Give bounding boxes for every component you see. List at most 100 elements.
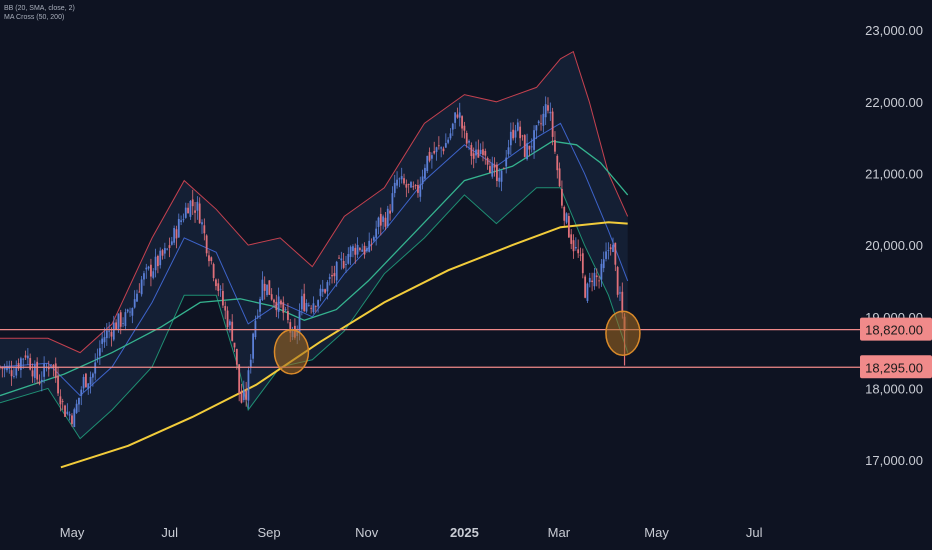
candle-body	[145, 267, 148, 270]
candle-body	[428, 151, 431, 161]
candle-body	[277, 296, 280, 312]
candle-body	[331, 275, 333, 277]
x-tick-label: Sep	[257, 525, 280, 540]
highlight-circle	[273, 329, 310, 375]
candle-body	[588, 277, 591, 283]
candle-body	[475, 149, 477, 156]
candle-body	[187, 207, 189, 214]
candle-body	[150, 264, 152, 277]
candle-body	[451, 123, 454, 130]
candle-body	[105, 330, 108, 339]
candle-body	[600, 263, 603, 280]
candle-body	[222, 291, 224, 306]
candle-body	[493, 164, 496, 168]
candle-body	[112, 322, 115, 340]
y-tick-label: 18,000.00	[865, 381, 923, 396]
candle-body	[307, 305, 310, 306]
x-tick-label: Nov	[355, 525, 379, 540]
candle-body	[609, 247, 612, 250]
candle-body	[136, 293, 138, 302]
candle-body	[163, 248, 166, 254]
candle-body	[110, 331, 113, 337]
legend-bb[interactable]: BB (20, SMA, close, 2)	[4, 5, 75, 12]
candle-body	[43, 363, 46, 377]
candle-body	[417, 184, 419, 193]
candle-body	[129, 311, 131, 313]
candle-body	[593, 272, 596, 287]
candle-body	[24, 355, 27, 358]
candle-body	[273, 299, 275, 303]
candle-body	[226, 310, 229, 327]
candle-body	[33, 364, 36, 378]
x-tick-label: May	[644, 525, 669, 540]
candle-body	[393, 182, 396, 194]
candle-body	[595, 275, 598, 278]
candle-body	[238, 364, 241, 394]
candle-body	[212, 264, 215, 278]
candle-body	[189, 200, 192, 217]
candle-body	[502, 168, 505, 170]
candle-body	[379, 213, 382, 226]
candle-body	[156, 255, 159, 267]
candle-body	[61, 401, 64, 402]
candle-body	[619, 292, 621, 294]
x-tick-label: Mar	[548, 525, 571, 540]
candle-body	[326, 282, 329, 292]
candle-body	[89, 376, 92, 385]
candle-body	[565, 213, 568, 223]
candle-body	[64, 405, 66, 417]
candle-body	[29, 358, 32, 370]
candle-body	[414, 185, 417, 187]
candle-body	[426, 155, 429, 171]
candle-body	[184, 207, 187, 218]
candle-body	[396, 179, 398, 186]
candle-body	[219, 288, 222, 290]
candle-body	[398, 178, 401, 180]
candle-body	[602, 259, 605, 269]
candle-body	[598, 280, 600, 282]
candle-body	[26, 355, 29, 359]
candle-body	[182, 219, 185, 221]
candle-body	[270, 294, 273, 300]
legend-ma-cross[interactable]: MA Cross (50, 200)	[4, 14, 65, 21]
candle-body	[535, 125, 538, 131]
candle-body	[465, 132, 468, 144]
candle-body	[352, 246, 354, 252]
candle-body	[289, 322, 292, 333]
candle-body	[161, 250, 164, 256]
candle-body	[263, 283, 266, 291]
level-price-badge	[860, 317, 932, 341]
x-tick-label: 2025	[450, 525, 479, 540]
candle-body	[40, 379, 43, 382]
candle-body	[433, 151, 436, 154]
y-tick-label: 17,000.00	[865, 453, 923, 468]
candle-body	[607, 250, 610, 251]
candle-body	[375, 228, 378, 238]
bb-upper-line	[0, 50, 629, 354]
candle-body	[235, 348, 238, 365]
candle-body	[424, 167, 426, 179]
candle-body	[614, 242, 617, 265]
candle-body	[586, 283, 589, 301]
candle-body	[368, 240, 371, 252]
candle-body	[458, 112, 461, 118]
candle-body	[224, 306, 227, 311]
candle-body	[54, 363, 57, 379]
candle-body	[500, 170, 503, 182]
candle-body	[10, 370, 13, 377]
candle-body	[66, 411, 69, 414]
candle-body	[98, 348, 101, 356]
candle-body	[314, 306, 317, 308]
candle-body	[228, 321, 231, 326]
candle-body	[50, 364, 52, 366]
candle-body	[421, 176, 424, 185]
candle-body	[259, 299, 261, 312]
candle-body	[405, 184, 408, 188]
bb-fill	[0, 51, 628, 439]
candle-body	[324, 289, 326, 293]
y-tick-label: 20,000.00	[865, 238, 923, 253]
candle-body	[215, 279, 217, 287]
candle-body	[268, 280, 271, 295]
candle-body	[57, 375, 59, 394]
